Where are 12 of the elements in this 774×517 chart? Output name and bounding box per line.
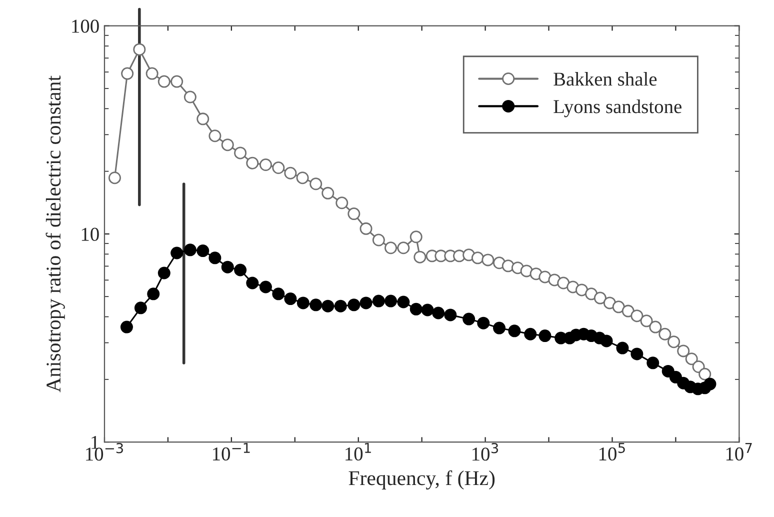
x-tick-label: 10$^{7}$: [726, 442, 752, 461]
x-tick-label: 10$^{1}$: [346, 442, 371, 461]
y-tick-label: 100: [72, 20, 99, 33]
x-tick-label: 10$^{−1}$: [213, 442, 250, 461]
y-axis-title: Anisotropy ratio of dielectric constant: [46, 76, 65, 392]
x-tick-label: 10$^{5}$: [599, 442, 625, 461]
legend-label: Bakken shale: [554, 72, 657, 86]
legend-label: Lyons sandstone: [554, 100, 682, 118]
x-axis-title: Frequency, f (Hz): [348, 470, 495, 490]
x-tick-label: 10$^{3}$: [472, 442, 498, 461]
y-tick-label: 10: [82, 228, 99, 241]
y-tick-label: 1: [92, 436, 98, 449]
